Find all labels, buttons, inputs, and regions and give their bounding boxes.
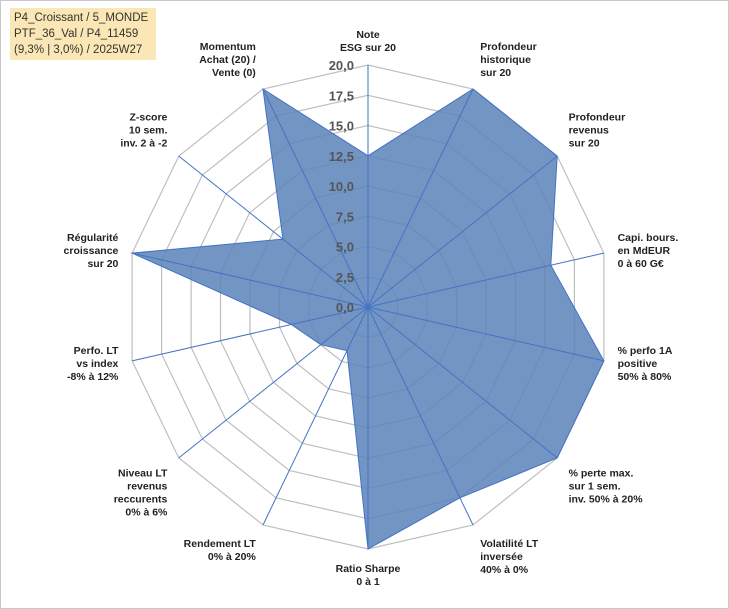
info-line-1: P4_Croissant / 5_MONDE xyxy=(14,12,149,24)
radar-axis-labels: Note ESG sur 20 Profondeur historique sur 20… xyxy=(64,29,679,588)
axis-label-line: -8% à 12% xyxy=(67,371,119,383)
axis-label-line: Momentum xyxy=(200,41,256,53)
axis-spoke xyxy=(178,155,369,308)
axis-spoke xyxy=(367,155,558,308)
tick-label: 10,0 xyxy=(329,179,354,194)
axis-label-line: 0 à 60 G€ xyxy=(618,258,664,270)
axis-spoke xyxy=(131,306,369,362)
axis-label-line: Vente (0) xyxy=(212,67,256,79)
axis-spoke xyxy=(367,306,558,459)
axis-label-line: 0% à 6% xyxy=(125,506,168,518)
axis-label-line: Note xyxy=(356,29,379,41)
axis-label-line: 50% à 80% xyxy=(618,371,672,383)
axis-label-line: % perte max. xyxy=(569,467,634,479)
axis-label-line: Régularité xyxy=(67,232,119,244)
axis-label-line: Niveau LT xyxy=(118,467,168,479)
axis-spoke xyxy=(367,252,605,308)
axis-label: Momentum Achat (20) / Vente (0) xyxy=(199,41,256,79)
axis-label-line: sur 20 xyxy=(87,258,118,270)
axis-label-line: croissance xyxy=(64,245,119,257)
axis-label-line: Rendement LT xyxy=(184,538,257,550)
info-line-3: (9,3% | 3,0%) / 2025W27 xyxy=(14,44,143,56)
axis-label-line: 10 sem. xyxy=(129,125,168,137)
axis-label: Ratio Sharpe 0 à 1 xyxy=(336,563,401,588)
axis-spoke xyxy=(367,306,474,526)
axis-label-line: Capi. bours. xyxy=(618,232,679,244)
axis-label-line: Perfo. LT xyxy=(74,345,119,357)
tick-label: 20,0 xyxy=(329,58,354,73)
axis-label-line: Achat (20) / xyxy=(199,54,256,66)
axis-label-line: sur 1 sem. xyxy=(569,480,621,492)
axis-label-line: % perfo 1A xyxy=(618,345,673,357)
axis-label-line: en MdEUR xyxy=(618,245,671,257)
axis-label: Profondeur historique sur 20 xyxy=(480,41,537,79)
tick-label: 0,0 xyxy=(336,300,354,315)
axis-label: Note ESG sur 20 xyxy=(340,29,396,54)
axis-label-line: positive xyxy=(618,358,658,370)
axis-label-line: inv. 2 à -2 xyxy=(120,138,167,150)
axis-spoke xyxy=(262,306,369,526)
axis-spoke xyxy=(262,88,369,308)
axis-label: Volatilité LT inversée 40% à 0% xyxy=(480,538,539,576)
axis-label-line: revenus xyxy=(127,480,167,492)
tick-label: 5,0 xyxy=(336,240,354,255)
portfolio-info-box: P4_Croissant / 5_MONDE PTF_36_Val / P4_1… xyxy=(10,8,156,60)
tick-label: 15,0 xyxy=(329,119,354,134)
axis-spoke xyxy=(178,306,369,459)
axis-label: Rendement LT 0% à 20% xyxy=(184,538,257,563)
info-line-2: PTF_36_Val / P4_11459 xyxy=(14,28,139,40)
radar-tick-labels: 0,0 2,5 5,0 7,5 10,0 12,5 15,0 17,5 20,0 xyxy=(329,58,354,315)
axis-label-line: historique xyxy=(480,54,531,66)
axis-label: % perte max. sur 1 sem. inv. 50% à 20% xyxy=(569,467,644,505)
axis-label: % perfo 1A positive 50% à 80% xyxy=(618,345,673,383)
radar-spokes xyxy=(131,65,605,549)
axis-label: Perfo. LT vs index -8% à 12% xyxy=(67,345,119,383)
axis-label-line: Ratio Sharpe xyxy=(336,563,401,575)
tick-label: 2,5 xyxy=(336,270,354,285)
axis-label-line: ESG sur 20 xyxy=(340,42,396,54)
axis-label: Régularité croissance sur 20 xyxy=(64,232,119,270)
tick-label: 7,5 xyxy=(336,209,354,224)
axis-label-line: inversée xyxy=(480,551,523,563)
axis-label-line: vs index xyxy=(76,358,118,370)
axis-label-line: 0% à 20% xyxy=(208,551,257,563)
axis-label: Z-score 10 sem. inv. 2 à -2 xyxy=(120,112,167,150)
axis-label-line: sur 20 xyxy=(480,67,511,79)
axis-label-line: Profondeur xyxy=(480,41,537,53)
tick-label: 12,5 xyxy=(329,149,354,164)
axis-label-line: reccurents xyxy=(114,493,168,505)
axis-label: Niveau LT revenus reccurents 0% à 6% xyxy=(114,467,168,518)
axis-label: Profondeur revenus sur 20 xyxy=(569,112,626,150)
axis-label-line: inv. 50% à 20% xyxy=(569,493,644,505)
axis-spoke xyxy=(367,88,474,308)
axis-label-line: sur 20 xyxy=(569,138,600,150)
axis-spoke xyxy=(131,252,369,308)
axis-label-line: Z-score xyxy=(129,112,167,124)
tick-label: 17,5 xyxy=(329,88,354,103)
axis-label-line: Profondeur xyxy=(569,112,626,124)
axis-label-line: revenus xyxy=(569,125,609,137)
axis-label-line: Volatilité LT xyxy=(480,538,539,550)
axis-label: Capi. bours. en MdEUR 0 à 60 G€ xyxy=(618,232,679,270)
axis-label-line: 0 à 1 xyxy=(356,576,380,588)
axis-label-line: 40% à 0% xyxy=(480,564,529,576)
axis-spoke xyxy=(367,306,605,362)
